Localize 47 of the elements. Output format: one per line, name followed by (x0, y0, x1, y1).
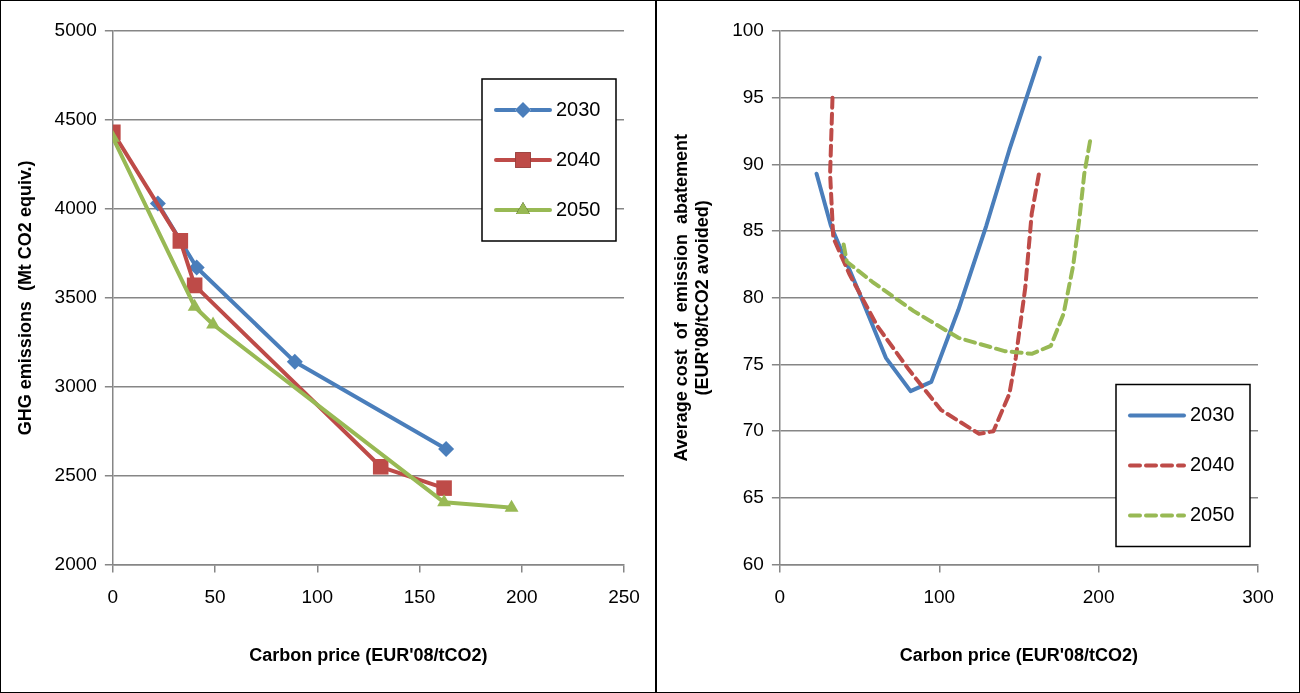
x-tick-label: 0 (774, 586, 786, 608)
y-tick-label: 75 (742, 352, 764, 374)
x-tick-label: 300 (1242, 586, 1274, 608)
y-tick-label: 85 (742, 219, 764, 241)
point (188, 259, 205, 276)
y-axis-title: GHG emissions (Mt CO2 equiv.) (14, 160, 35, 436)
legend-label: 2050 (1190, 503, 1235, 526)
y-tick-label: 2500 (54, 463, 97, 485)
line-series (828, 95, 1042, 436)
point (187, 298, 202, 311)
legend-label: 2050 (556, 197, 601, 220)
y-tick-label: 60 (742, 552, 764, 574)
y-tick-label: 2000 (54, 552, 97, 574)
point (372, 459, 389, 475)
point (436, 480, 452, 496)
point (286, 353, 303, 370)
x-tick-label: 200 (505, 586, 538, 608)
x-tick-label: 50 (204, 586, 226, 608)
y-tick-label: 5000 (54, 19, 97, 41)
y-axis-title: Average cost of emission abatement (EUR'08/tCO2 avoided) (670, 134, 713, 462)
x-tick-label: 0 (107, 586, 119, 608)
x-axis-title: Carbon price (EUR'08/tCO2) (899, 645, 1139, 666)
y-tick-label: 3000 (54, 374, 97, 396)
y-tick-label: 95 (742, 85, 764, 107)
point (504, 499, 519, 512)
x-tick-label: 150 (403, 586, 436, 608)
x-tick-label: 250 (608, 586, 640, 608)
x-tick-label: 100 (923, 586, 956, 608)
point (438, 440, 455, 457)
legend-label: 2030 (1190, 403, 1235, 426)
legend-label: 2040 (1190, 453, 1235, 476)
x-axis-title: Carbon price (EUR'08/tCO2) (249, 645, 488, 666)
x-tick-label: 100 (301, 586, 334, 608)
legend-label: 2030 (556, 97, 601, 120)
y-tick-label: 3500 (54, 286, 97, 308)
y-tick-label: 80 (742, 286, 764, 308)
y-tick-label: 65 (742, 486, 764, 508)
y-tick-label: 70 (742, 419, 764, 441)
point (172, 233, 189, 249)
y-tick-label: 4000 (54, 197, 97, 219)
legend-label: 2040 (556, 147, 601, 170)
x-tick-label: 200 (1082, 586, 1115, 608)
y-tick-label: 4500 (54, 108, 97, 130)
point (437, 494, 452, 507)
y-tick-label: 90 (742, 152, 764, 174)
point (206, 316, 220, 329)
y-tick-label: 100 (732, 19, 764, 41)
